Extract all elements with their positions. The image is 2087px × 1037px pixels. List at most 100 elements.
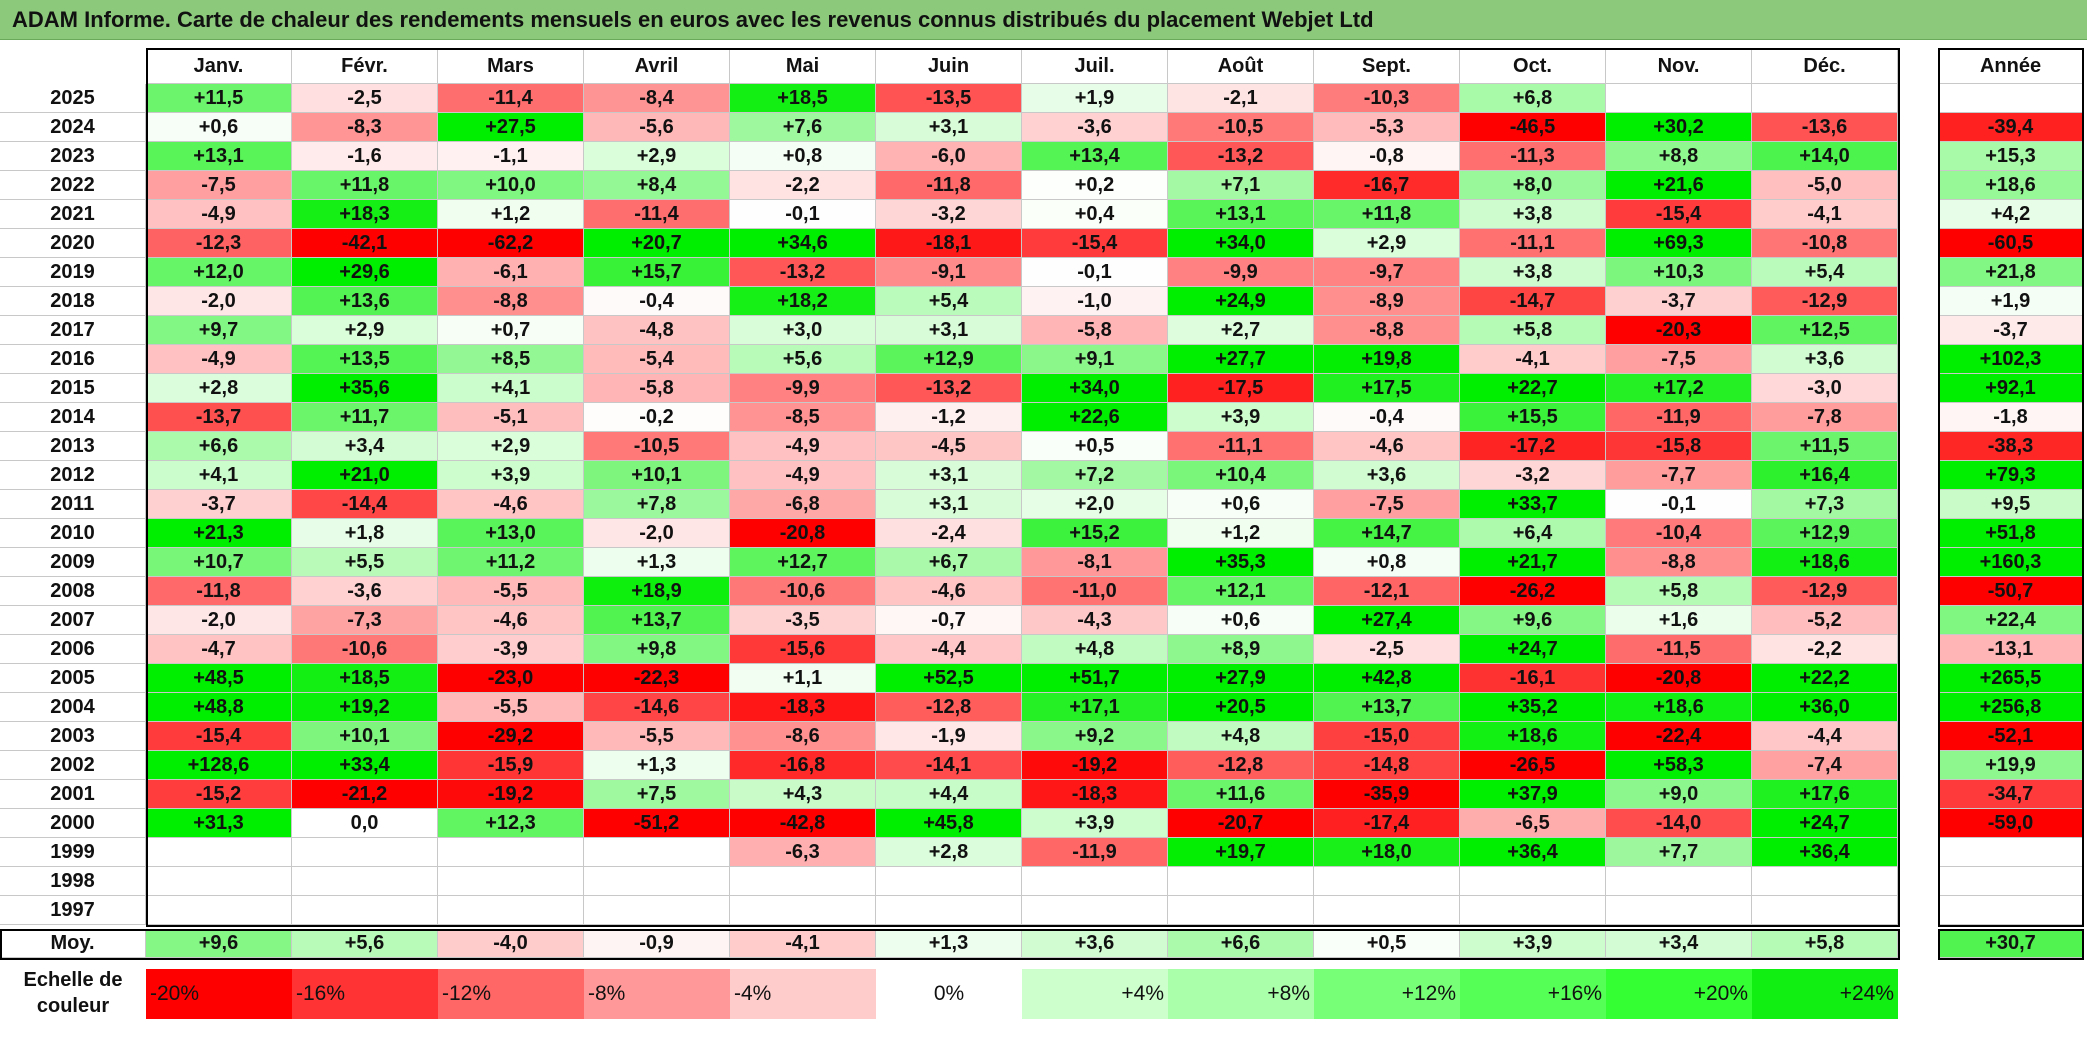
heatmap-cell: +35,3 — [1168, 548, 1314, 577]
heatmap-cell: +4,3 — [730, 780, 876, 809]
heatmap-cell: -19,2 — [1022, 751, 1168, 780]
heatmap-cell: +2,9 — [438, 432, 584, 461]
heatmap-cell: +9,8 — [584, 635, 730, 664]
heatmap-cell: -18,1 — [876, 229, 1022, 258]
heatmap-cell: +9,1 — [1022, 345, 1168, 374]
heatmap-cell: -8,6 — [730, 722, 876, 751]
heatmap-cell: +7,1 — [1168, 171, 1314, 200]
row-year-label: 2013 — [0, 432, 146, 461]
heatmap-cell: -1,9 — [876, 722, 1022, 751]
heatmap-cell: +36,0 — [1752, 693, 1898, 722]
heatmap-cell: +8,0 — [1460, 171, 1606, 200]
heatmap-cell: +3,1 — [876, 461, 1022, 490]
heatmap-cell: -4,3 — [1022, 606, 1168, 635]
heatmap-cell: +4,4 — [876, 780, 1022, 809]
heatmap-cell: +18,6 — [1606, 693, 1752, 722]
row-year-label: 1999 — [0, 838, 146, 867]
heatmap-cell: -2,5 — [1314, 635, 1460, 664]
heatmap-cell: +22,2 — [1752, 664, 1898, 693]
heatmap-cell: +30,2 — [1606, 113, 1752, 142]
heatmap-cell: +22,7 — [1460, 374, 1606, 403]
heatmap-cell: +17,1 — [1022, 693, 1168, 722]
heatmap-cell: -14,8 — [1314, 751, 1460, 780]
heatmap-cell: -13,2 — [730, 258, 876, 287]
average-annual-cell: +30,7 — [1938, 929, 2084, 958]
heatmap-cell: +35,6 — [292, 374, 438, 403]
month-header: Juin — [876, 48, 1022, 84]
heatmap-cell: -8,8 — [1606, 548, 1752, 577]
heatmap-cell: +5,5 — [292, 548, 438, 577]
heatmap-cell: +45,8 — [876, 809, 1022, 838]
annual-cell: -59,0 — [1938, 809, 2084, 838]
heatmap-cell: -11,8 — [146, 577, 292, 606]
heatmap-cell: +1,2 — [1168, 519, 1314, 548]
heatmap-cell: -8,9 — [1314, 287, 1460, 316]
heatmap-cell: -14,6 — [584, 693, 730, 722]
heatmap-cell: -42,1 — [292, 229, 438, 258]
heatmap-cell: -4,6 — [1314, 432, 1460, 461]
heatmap-cell: +36,4 — [1460, 838, 1606, 867]
heatmap-cell: +35,2 — [1460, 693, 1606, 722]
heatmap-cell: +3,0 — [730, 316, 876, 345]
heatmap-cell: -8,8 — [438, 287, 584, 316]
heatmap-cell: -15,6 — [730, 635, 876, 664]
heatmap-cell: -9,9 — [1168, 258, 1314, 287]
heatmap-cell: +8,9 — [1168, 635, 1314, 664]
heatmap-cell: +5,8 — [1606, 577, 1752, 606]
annual-cell — [1938, 838, 2084, 867]
heatmap-cell: +0,6 — [1168, 606, 1314, 635]
heatmap-cell: +18,6 — [1752, 548, 1898, 577]
heatmap-cell: -11,0 — [1022, 577, 1168, 606]
color-scale-label: Echelle de couleur — [23, 969, 123, 1017]
heatmap-cell: -2,0 — [146, 606, 292, 635]
heatmap-cell: -3,7 — [146, 490, 292, 519]
heatmap-cell: -12,9 — [1752, 577, 1898, 606]
heatmap-cell — [292, 867, 438, 896]
heatmap-cell: +48,5 — [146, 664, 292, 693]
heatmap-cell: -5,5 — [584, 722, 730, 751]
heatmap-cell: -4,9 — [730, 461, 876, 490]
heatmap-cell: +14,7 — [1314, 519, 1460, 548]
annual-cell: +79,3 — [1938, 461, 2084, 490]
heatmap-cell — [876, 867, 1022, 896]
heatmap-cell: +0,4 — [1022, 200, 1168, 229]
heatmap-cell: +10,1 — [584, 461, 730, 490]
color-scale-step: +4% — [1022, 969, 1168, 1019]
heatmap-cell: +22,6 — [1022, 403, 1168, 432]
annual-cell: +22,4 — [1938, 606, 2084, 635]
month-header: Mars — [438, 48, 584, 84]
heatmap-cell: -20,8 — [1606, 664, 1752, 693]
heatmap-cell — [1752, 84, 1898, 113]
color-scale-step: -12% — [438, 969, 584, 1019]
heatmap-cell — [1752, 896, 1898, 925]
heatmap-cell: -0,2 — [584, 403, 730, 432]
annual-cell: -38,3 — [1938, 432, 2084, 461]
heatmap-cell: -11,3 — [1460, 142, 1606, 171]
heatmap-cell: -7,8 — [1752, 403, 1898, 432]
annual-cell: +15,3 — [1938, 142, 2084, 171]
heatmap-cell: -11,9 — [1022, 838, 1168, 867]
heatmap-cell: -10,5 — [584, 432, 730, 461]
heatmap-cell: -13,7 — [146, 403, 292, 432]
heatmap-cell: +0,2 — [1022, 171, 1168, 200]
heatmap-cell: +21,7 — [1460, 548, 1606, 577]
heatmap-cell: -4,9 — [146, 345, 292, 374]
average-cell: +6,6 — [1168, 929, 1314, 958]
row-year-label: 2016 — [0, 345, 146, 374]
heatmap-cell: -23,0 — [438, 664, 584, 693]
heatmap-cell: -7,7 — [1606, 461, 1752, 490]
heatmap-cell: -15,4 — [146, 722, 292, 751]
chart-title: ADAM Informe. Carte de chaleur des rende… — [0, 0, 2087, 40]
heatmap-cell: +18,2 — [730, 287, 876, 316]
heatmap-cell: -15,9 — [438, 751, 584, 780]
heatmap-cell: -8,3 — [292, 113, 438, 142]
row-year-label: 2000 — [0, 809, 146, 838]
month-header: Déc. — [1752, 48, 1898, 84]
average-cell: +3,6 — [1022, 929, 1168, 958]
heatmap-cell: -4,6 — [876, 577, 1022, 606]
average-cell: -4,1 — [730, 929, 876, 958]
heatmap-cell: +15,5 — [1460, 403, 1606, 432]
annual-cell: +265,5 — [1938, 664, 2084, 693]
heatmap-cell: +18,0 — [1314, 838, 1460, 867]
heatmap-cell — [1022, 896, 1168, 925]
